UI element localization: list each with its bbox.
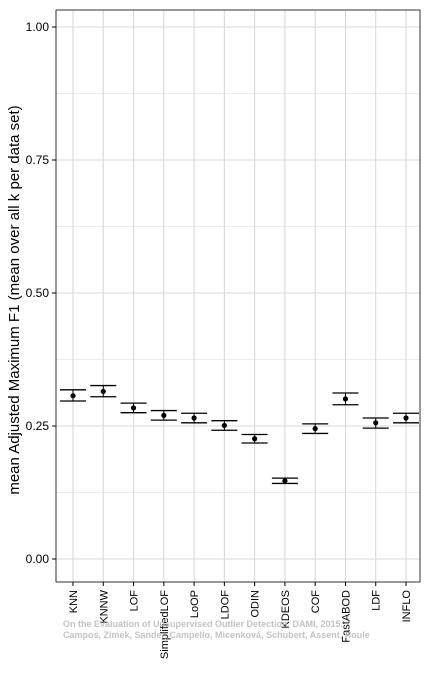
x-tick-label: KNN	[68, 590, 80, 613]
x-tick-label: LoOP	[189, 590, 201, 618]
watermark-line-1: On the Evaluation of Unsupervised Outlie…	[63, 619, 344, 629]
x-tick-label: FastABOD	[340, 590, 352, 643]
watermark-line-2: Campos, Zimek, Sander, Campello, Micenko…	[63, 630, 370, 640]
data-point	[403, 415, 409, 421]
y-tick-label: 1.00	[26, 20, 50, 34]
x-tick-label: KNNW	[98, 589, 110, 623]
x-tick-label: LDF	[371, 590, 383, 611]
x-tick-label: INFLO	[401, 590, 413, 623]
x-axis: KNN KNNW LOF SimplifiedLOF LoOP LDOF ODIN KDEOS…	[68, 582, 413, 659]
x-tick-label: ODIN	[250, 590, 262, 618]
watermark: On the Evaluation of Unsupervised Outlie…	[63, 619, 423, 641]
data-point	[252, 436, 258, 442]
x-tick-label: SimplifiedLOF	[159, 590, 171, 659]
data-point	[342, 396, 349, 402]
data-point	[312, 426, 318, 432]
data-point	[161, 412, 167, 418]
x-tick-label: COF	[310, 590, 322, 614]
x-tick-label: LDOF	[219, 590, 231, 620]
data-point	[130, 405, 137, 411]
grid-lines	[56, 10, 420, 582]
data-series	[60, 384, 419, 485]
y-tick-label: 0.50	[26, 286, 50, 300]
x-tick-label: LOF	[129, 590, 141, 612]
y-axis-label: mean Adjusted Maximum F1 (mean over all …	[6, 105, 23, 494]
data-point	[70, 393, 76, 399]
data-point	[100, 388, 106, 395]
x-tick-label: KDEOS	[280, 590, 292, 629]
data-point	[373, 420, 379, 426]
y-tick-label: 0.25	[26, 419, 50, 433]
y-tick-label: 0.00	[26, 552, 50, 566]
y-axis: 0.00 0.25 0.50 0.75 1.00	[26, 20, 56, 566]
data-point	[191, 415, 197, 421]
data-point	[221, 422, 227, 429]
data-point	[282, 478, 288, 484]
y-tick-label: 0.75	[26, 153, 50, 167]
plot-panel-border	[55, 9, 421, 583]
